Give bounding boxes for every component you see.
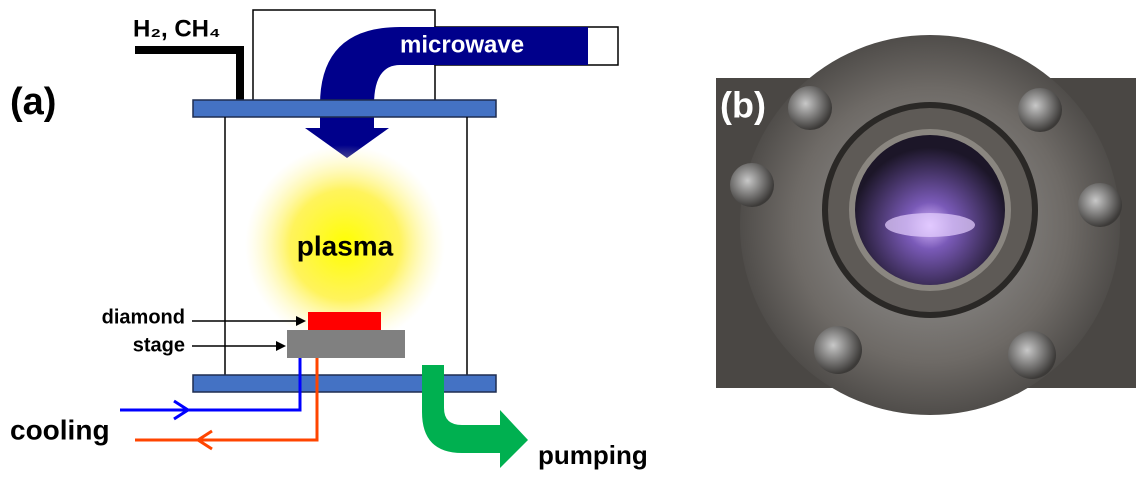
top-flange [193, 100, 496, 117]
gas-pipe [135, 50, 240, 100]
microwave-label: microwave [400, 31, 524, 58]
bottom-flange [193, 375, 496, 392]
pumping-label: pumping [538, 440, 648, 470]
cooling-label: cooling [10, 414, 110, 445]
plasma-label: plasma [297, 230, 394, 261]
panel-label: (a) [10, 81, 56, 123]
diamond [308, 312, 381, 330]
diamond-label: diamond [102, 306, 185, 328]
photo [716, 35, 1136, 415]
stage-label: stage [133, 334, 185, 356]
gas-label: H₂, CH₄ [133, 15, 220, 42]
panel-label: (b) [720, 85, 766, 126]
page: {"panel_a": {"label": "(a)", "gas": "H₂,… [0, 0, 1138, 472]
cooling-out [135, 358, 317, 440]
figure: (a) H₂, CH₄ microwave plasma diamond sta… [0, 0, 1138, 472]
stage [287, 330, 405, 358]
pointer-head [276, 341, 286, 351]
